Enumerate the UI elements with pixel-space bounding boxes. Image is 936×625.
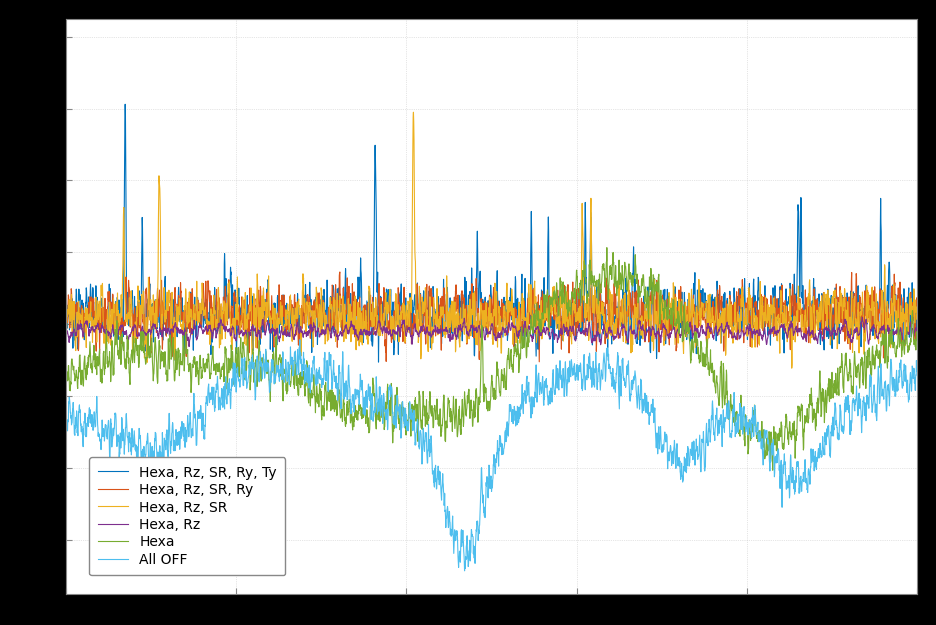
All OFF [896, 366, 907, 373]
Hexa, Rz, SR, Ry, Ty [60, 299, 71, 307]
Hexa, Rz, SR [387, 332, 398, 339]
Hexa, Rz, SR, Ry [60, 295, 71, 302]
All OFF [208, 396, 219, 403]
Hexa, Rz, SR [804, 279, 815, 286]
Line: All OFF: All OFF [66, 340, 917, 571]
Hexa, Rz, SR [408, 109, 419, 116]
Line: Hexa, Rz, SR, Ry: Hexa, Rz, SR, Ry [66, 272, 917, 362]
Hexa, Rz, SR, Ry, Ty [804, 315, 815, 322]
All OFF [459, 567, 470, 574]
All OFF [804, 471, 815, 479]
Line: Hexa, Rz, SR, Ry, Ty: Hexa, Rz, SR, Ry, Ty [66, 104, 917, 362]
All OFF [60, 419, 71, 426]
Hexa [423, 408, 434, 416]
Line: Hexa, Rz: Hexa, Rz [66, 318, 917, 347]
Line: Hexa, Rz, SR: Hexa, Rz, SR [66, 112, 917, 368]
Hexa, Rz [803, 328, 814, 336]
All OFF [157, 436, 168, 443]
Hexa, Rz, SR [896, 317, 907, 324]
Hexa, Rz [424, 328, 435, 336]
Hexa, Rz, SR, Ry, Ty [373, 358, 384, 366]
Hexa [804, 404, 815, 411]
Hexa [60, 384, 71, 391]
Hexa [768, 466, 779, 474]
Hexa, Rz, SR, Ry, Ty [208, 312, 219, 320]
Hexa, Rz, SR [60, 331, 71, 338]
Hexa, Rz [208, 326, 219, 333]
Hexa [601, 244, 612, 251]
Hexa, Rz, SR [157, 312, 168, 320]
Hexa, Rz, SR, Ry [912, 307, 923, 314]
Hexa, Rz, SR, Ry [804, 306, 815, 314]
Hexa [387, 416, 398, 424]
Hexa, Rz [896, 326, 907, 334]
Hexa, Rz, SR [912, 311, 923, 318]
Hexa, Rz, SR, Ry [387, 335, 398, 342]
Hexa [912, 336, 923, 343]
Hexa, Rz, SR [786, 364, 797, 372]
All OFF [912, 360, 923, 368]
All OFF [294, 336, 305, 344]
Hexa, Rz [183, 343, 195, 351]
Hexa, Rz, SR [424, 324, 435, 331]
Line: Hexa: Hexa [66, 248, 917, 470]
Hexa, Rz [157, 329, 168, 336]
Hexa, Rz [856, 314, 868, 321]
Hexa, Rz, SR, Ry, Ty [157, 336, 168, 344]
Hexa, Rz, SR, Ry, Ty [912, 316, 923, 323]
Hexa [157, 356, 168, 363]
Hexa, Rz, SR, Ry [534, 358, 545, 366]
Hexa, Rz, SR, Ry [896, 334, 907, 341]
Hexa, Rz, SR, Ry, Ty [896, 292, 907, 299]
Hexa, Rz, SR, Ry [157, 338, 168, 345]
Hexa, Rz [912, 328, 923, 336]
Hexa [896, 338, 907, 346]
Hexa, Rz, SR, Ry [334, 268, 345, 276]
Hexa, Rz, SR, Ry, Ty [388, 311, 399, 318]
All OFF [424, 436, 435, 443]
Hexa, Rz, SR, Ry [424, 282, 435, 290]
Hexa, Rz, SR, Ry, Ty [120, 101, 131, 108]
All OFF [387, 409, 398, 417]
Legend: Hexa, Rz, SR, Ry, Ty, Hexa, Rz, SR, Ry, Hexa, Rz, SR, Hexa, Rz, Hexa, All OFF: Hexa, Rz, SR, Ry, Ty, Hexa, Rz, SR, Ry, … [90, 458, 285, 575]
Hexa, Rz [60, 329, 71, 337]
Hexa, Rz [387, 331, 398, 339]
Hexa [208, 354, 219, 361]
Hexa, Rz, SR, Ry, Ty [424, 293, 435, 301]
Hexa, Rz, SR, Ry [208, 315, 219, 322]
Hexa, Rz, SR [208, 328, 219, 336]
